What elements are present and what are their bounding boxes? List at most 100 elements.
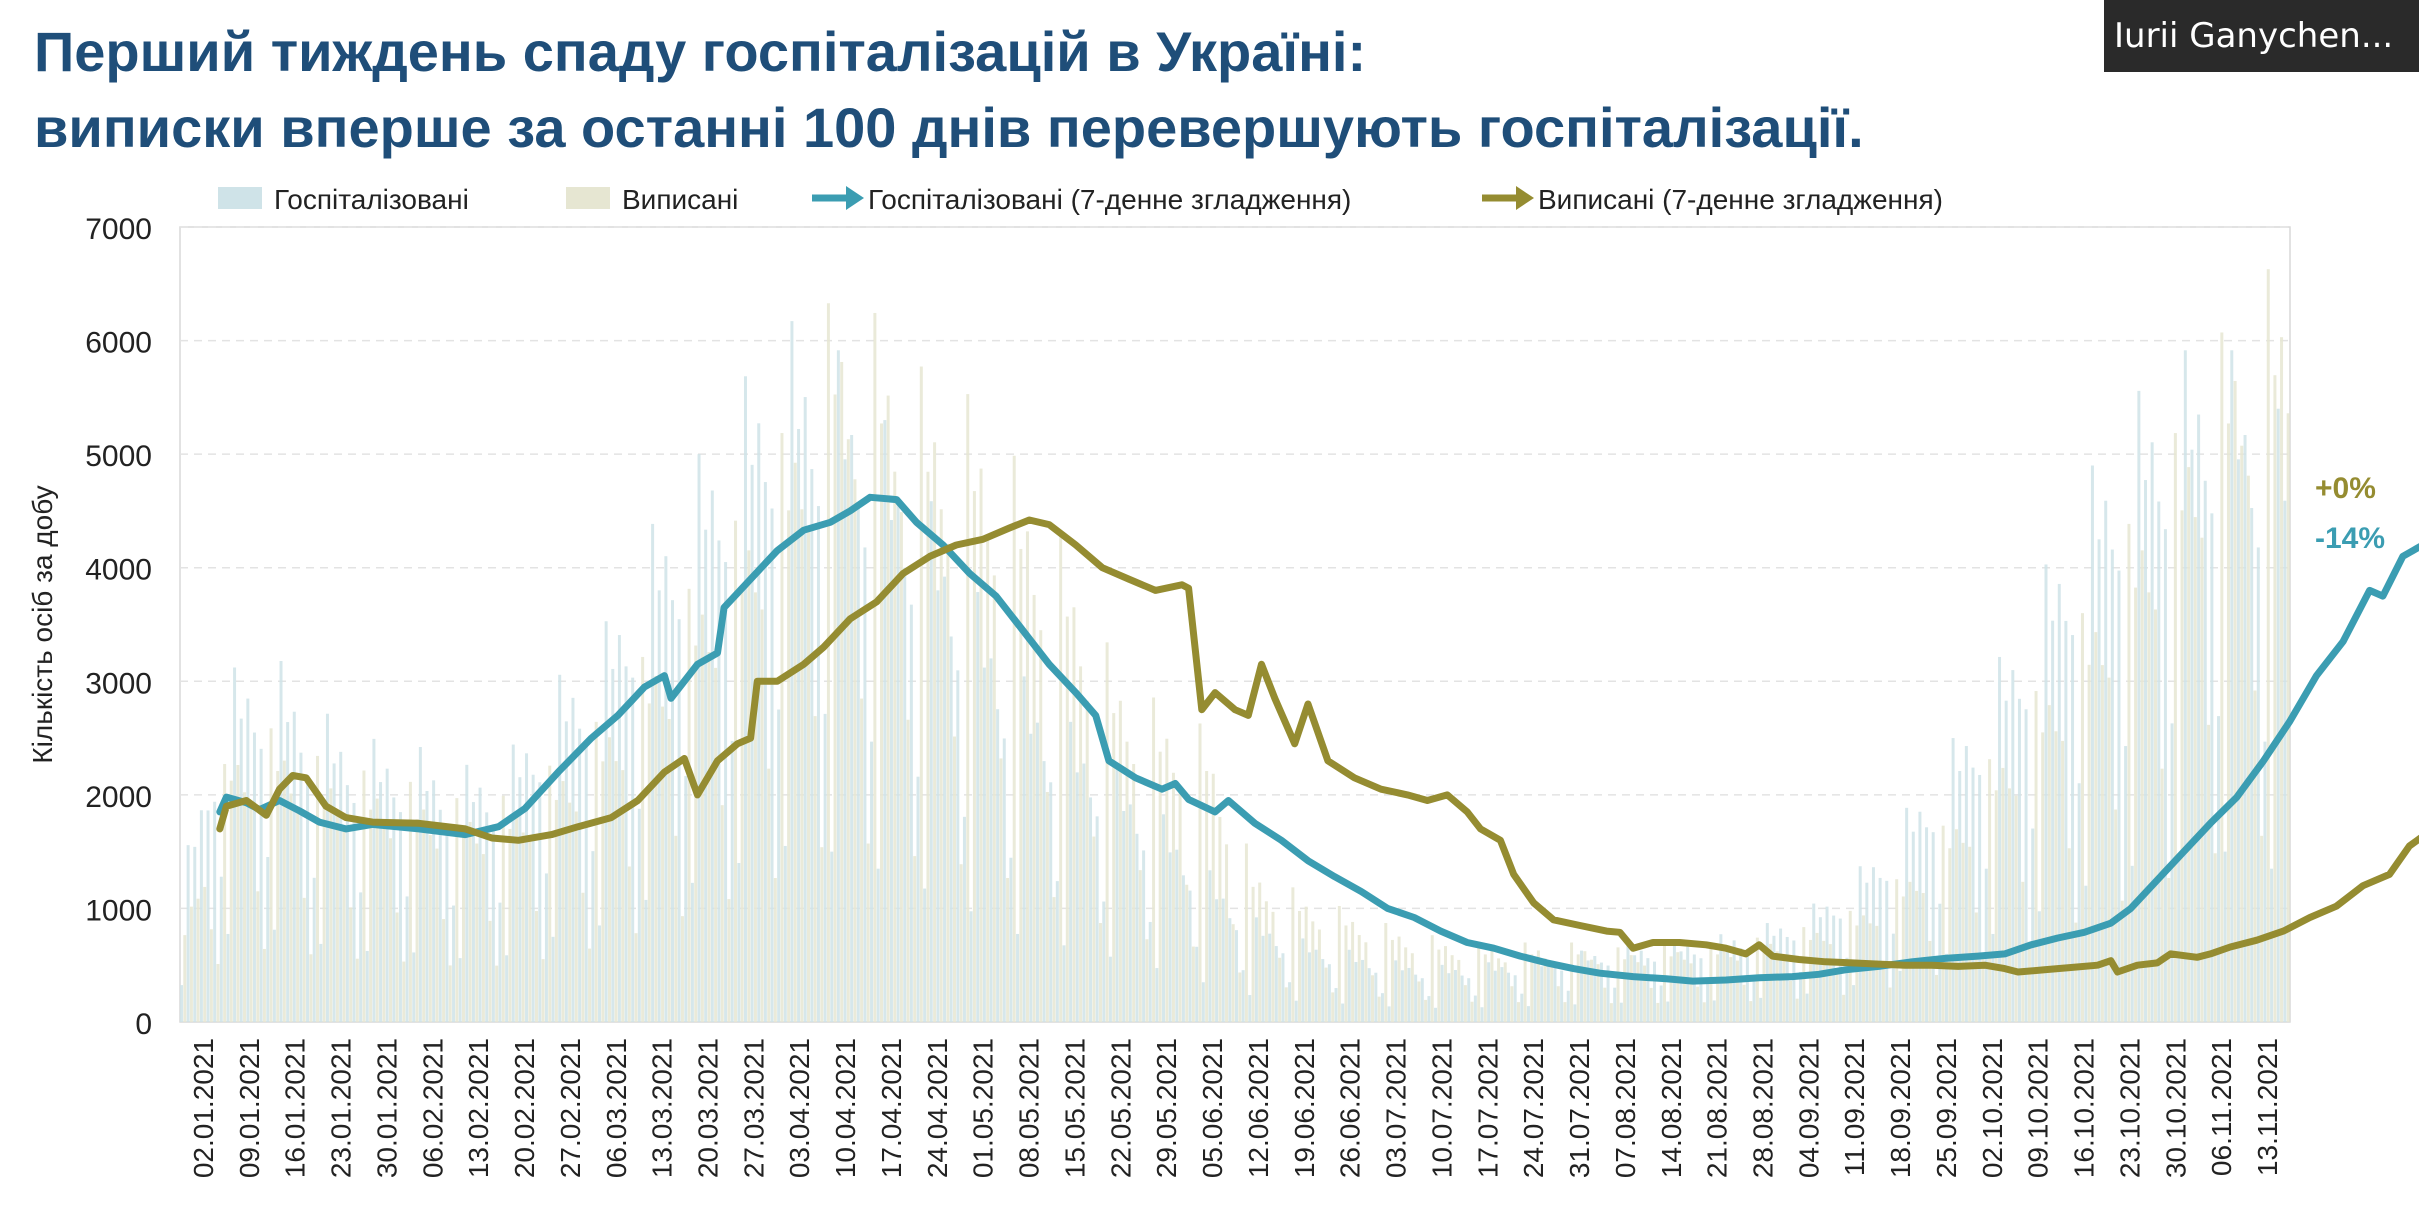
daily-bar: [2180, 510, 2184, 1022]
x-tick-label: 16.01.2021: [280, 1038, 311, 1178]
daily-bar: [1915, 890, 1919, 1022]
daily-bar: [730, 740, 734, 1022]
daily-bar: [2127, 523, 2131, 1022]
daily-bar: [2107, 677, 2111, 1022]
daily-bar: [677, 619, 681, 1022]
daily-bar: [644, 899, 648, 1022]
daily-bar: [826, 303, 830, 1022]
daily-bar: [2150, 442, 2154, 1023]
daily-bar: [1487, 962, 1491, 1022]
daily-bar: [2054, 731, 2058, 1022]
series-line: [216, 516, 2419, 976]
daily-bar: [943, 576, 947, 1022]
daily-bar: [551, 936, 555, 1022]
daily-bar: [2084, 885, 2088, 1022]
daily-bar: [982, 667, 986, 1022]
daily-bar: [2061, 740, 2065, 1022]
daily-bar: [1576, 954, 1580, 1022]
daily-bar: [1317, 929, 1321, 1022]
daily-bar: [1782, 954, 1786, 1022]
daily-bar: [1798, 971, 1802, 1022]
x-tick-label: 27.03.2021: [738, 1038, 769, 1178]
daily-bar: [1749, 1001, 1753, 1022]
daily-bar: [1025, 531, 1029, 1022]
daily-bar: [1473, 995, 1477, 1022]
x-tick-label: 17.07.2021: [1472, 1038, 1503, 1178]
daily-bar: [1437, 949, 1441, 1022]
x-tick-label: 24.07.2021: [1518, 1038, 1549, 1178]
daily-bar: [272, 929, 276, 1022]
daily-bar: [2008, 788, 2011, 1022]
daily-bar: [1195, 946, 1199, 1022]
daily-bar: [2243, 434, 2247, 1023]
daily-bar: [1626, 944, 1630, 1022]
daily-bar: [405, 896, 409, 1022]
daily-bar: [614, 761, 618, 1022]
daily-bar: [2104, 500, 2108, 1022]
daily-bar: [515, 813, 519, 1022]
x-tick-label: 03.07.2021: [1381, 1038, 1412, 1178]
daily-bar: [797, 428, 801, 1023]
daily-bar: [2193, 517, 2197, 1022]
daily-bar: [1679, 951, 1683, 1022]
daily-bar: [392, 797, 396, 1022]
chart-title-line-1: Перший тиждень спаду госпіталізацій в Ук…: [34, 20, 1367, 83]
daily-bar: [1726, 946, 1729, 1022]
daily-bar: [1958, 771, 1962, 1022]
daily-bar: [787, 510, 791, 1022]
daily-bar: [1281, 953, 1285, 1022]
daily-bar: [558, 674, 562, 1022]
daily-bar: [1623, 959, 1627, 1022]
daily-bar: [783, 845, 787, 1022]
x-tick-label: 27.02.2021: [555, 1038, 586, 1178]
daily-bar: [1407, 967, 1411, 1022]
daily-bar: [850, 434, 854, 1023]
daily-bar: [1065, 616, 1069, 1022]
daily-bar: [302, 897, 306, 1022]
daily-bar: [621, 770, 625, 1022]
daily-bar: [335, 815, 339, 1022]
daily-bar: [840, 361, 844, 1022]
daily-bar: [2090, 465, 2094, 1022]
daily-bar: [1616, 947, 1620, 1022]
daily-bar: [1427, 996, 1431, 1022]
daily-bar: [1580, 950, 1584, 1022]
daily-bar: [773, 878, 777, 1022]
daily-bar: [1692, 954, 1696, 1022]
daily-bar: [1858, 866, 1862, 1022]
daily-bar: [2266, 269, 2270, 1022]
daily-bar: [1944, 953, 1948, 1022]
daily-bar: [1082, 763, 1086, 1022]
daily-bar: [402, 961, 406, 1022]
daily-bar: [1533, 957, 1537, 1022]
daily-bar: [2203, 480, 2207, 1023]
daily-bar: [1865, 882, 1869, 1022]
daily-bar: [2233, 380, 2237, 1022]
daily-bar: [2124, 746, 2128, 1022]
daily-bar: [495, 965, 499, 1022]
daily-bar: [501, 795, 505, 1022]
daily-bar: [2140, 550, 2144, 1022]
daily-bar: [475, 843, 479, 1022]
daily-bar: [362, 770, 366, 1022]
daily-bar: [1009, 857, 1013, 1022]
daily-bar: [1994, 790, 1998, 1022]
daily-bar: [969, 911, 973, 1022]
daily-bar: [236, 765, 240, 1022]
daily-bar: [2167, 878, 2171, 1022]
daily-bar: [664, 556, 668, 1022]
daily-bar: [1699, 958, 1703, 1022]
daily-bar: [637, 808, 641, 1022]
daily-bar: [876, 868, 880, 1022]
daily-bar: [1337, 905, 1341, 1022]
daily-bar: [369, 809, 373, 1022]
daily-bar: [793, 462, 797, 1023]
series-end-label: -14%: [2315, 522, 2385, 555]
daily-bar: [1629, 955, 1633, 1022]
daily-bar: [753, 592, 757, 1022]
daily-bar: [1752, 979, 1756, 1022]
daily-bar: [1964, 746, 1968, 1022]
daily-bar: [365, 951, 369, 1022]
daily-bar: [1158, 751, 1162, 1022]
x-tick-label: 21.08.2021: [1702, 1038, 1733, 1178]
